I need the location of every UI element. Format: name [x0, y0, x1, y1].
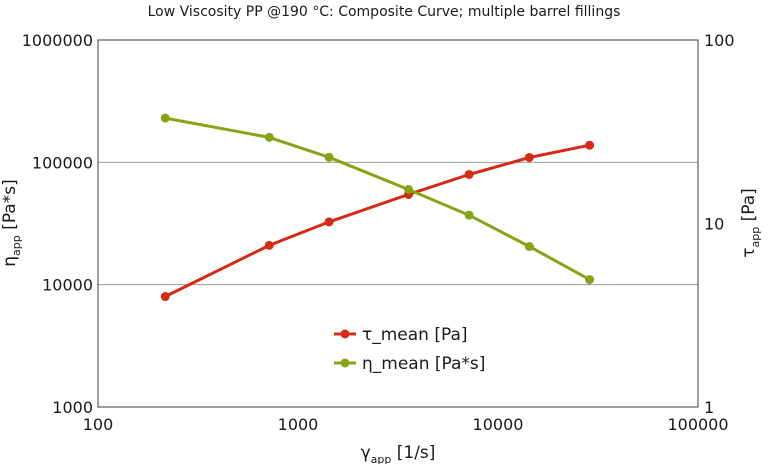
y-left-tick-label: 10000 [42, 276, 93, 295]
data-point [160, 292, 170, 302]
y-right-tick-label: 100 [704, 31, 735, 50]
legend-swatch-marker [340, 358, 350, 368]
y-left-tick-label: 1000000 [22, 31, 93, 50]
series-layer [160, 113, 595, 302]
y-right-tick-label: 10 [704, 215, 724, 234]
data-point [524, 152, 534, 162]
data-point [585, 140, 595, 150]
legend: τ_mean [Pa] η_mean [Pa*s] [334, 325, 485, 374]
legend-swatch-marker [340, 329, 350, 339]
data-point [324, 152, 334, 162]
series-line-1 [165, 116, 591, 281]
legend-label: η_mean [Pa*s] [362, 354, 485, 374]
data-point [160, 113, 170, 123]
data-point [585, 275, 595, 285]
y-right-axis-ticks: 1 10 100 [704, 31, 735, 417]
y-left-tick-label: 100000 [32, 153, 93, 172]
x-tick-label: 10000 [473, 415, 524, 434]
legend-label: τ_mean [Pa] [362, 325, 468, 345]
x-tick-label: 100000 [667, 415, 728, 434]
data-point [404, 184, 414, 194]
y-left-tick-label: 1000 [52, 398, 93, 417]
data-point [464, 169, 474, 179]
plot-area-frame [97, 39, 699, 408]
data-point [464, 210, 474, 220]
data-point [264, 240, 274, 250]
y-right-axis-label: τapp [Pa] [739, 188, 762, 258]
y-left-axis-label: ηapp [Pa*s] [0, 179, 23, 266]
y-left-axis-ticks: 1000 10000 100000 1000000 [22, 31, 93, 417]
data-point [524, 242, 534, 252]
x-tick-label: 100 [83, 415, 114, 434]
series-line-0 [164, 143, 590, 298]
chart-title: Low Viscosity PP @190 °C: Composite Curv… [148, 4, 621, 20]
x-tick-label: 1000 [278, 415, 319, 434]
data-point [264, 132, 274, 142]
data-point [324, 217, 334, 227]
y-right-tick-label: 1 [704, 398, 714, 417]
grid [98, 39, 698, 408]
x-axis-label: γapp [1/s] [361, 443, 436, 464]
x-axis-ticks: 100 1000 10000 100000 [83, 415, 729, 434]
